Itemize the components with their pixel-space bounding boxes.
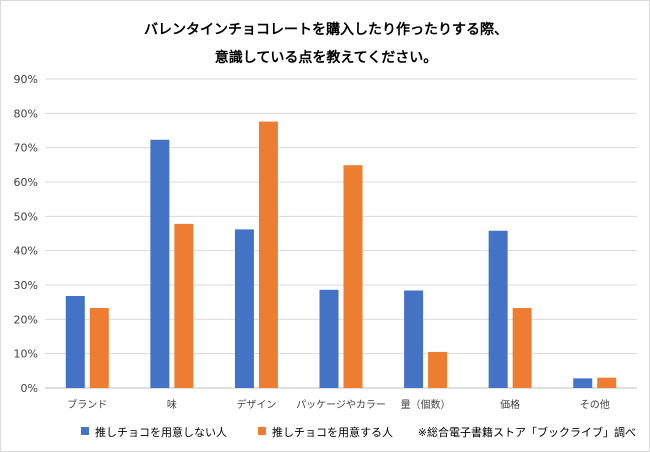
y-tick-label: 80% xyxy=(14,107,38,120)
bar-oshi-4 xyxy=(428,351,448,388)
gridlines xyxy=(45,78,637,389)
x-category-label: デザイン xyxy=(236,398,276,411)
bar-oshi-3 xyxy=(343,165,363,388)
bar-no-oshi-5 xyxy=(488,230,508,388)
legend: 推しチョコを用意しない人 推しチョコを用意する人 xyxy=(81,425,393,439)
y-tick-label: 60% xyxy=(14,176,38,189)
y-axis-tick-labels: 0% 10% 20% 30% 40% 50% 60% 70% 80% 90% xyxy=(14,73,38,395)
chart-title-line-2: 意識している点を教えてください。 xyxy=(215,49,437,66)
bars xyxy=(65,121,617,388)
y-tick-label: 70% xyxy=(14,142,38,155)
chart-title-line-1: バレンタインチョコレートを購入したり作ったりする際、 xyxy=(144,21,508,38)
x-category-label: その他 xyxy=(580,398,610,411)
bar-no-oshi-1 xyxy=(150,139,170,388)
legend-swatch-series-2 xyxy=(258,427,266,435)
y-tick-label: 10% xyxy=(14,348,38,361)
x-category-label: 量（個数） xyxy=(401,398,451,411)
bar-no-oshi-0 xyxy=(65,295,85,388)
legend-label-series-2: 推しチョコを用意する人 xyxy=(272,425,393,439)
y-tick-label: 20% xyxy=(14,313,38,326)
legend-swatch-series-1 xyxy=(81,427,89,435)
x-category-label: ブランド xyxy=(67,398,107,411)
bar-oshi-6 xyxy=(597,377,617,388)
bar-no-oshi-2 xyxy=(234,229,254,388)
source-note: ※総合電子書籍ストア「ブックライブ」調べ xyxy=(418,425,636,439)
x-axis-category-labels: ブランド 味 デザイン パッケージやカラー 量（個数） 価格 その他 xyxy=(67,398,609,411)
bar-no-oshi-3 xyxy=(319,289,339,388)
bar-oshi-5 xyxy=(512,308,532,388)
x-category-label: パッケージやカラー xyxy=(296,399,386,411)
y-tick-label: 50% xyxy=(14,210,38,223)
x-category-label: 味 xyxy=(167,399,177,411)
bar-no-oshi-4 xyxy=(404,290,424,388)
y-tick-label: 0% xyxy=(21,382,38,395)
bar-no-oshi-6 xyxy=(573,378,593,388)
legend-label-series-1: 推しチョコを用意しない人 xyxy=(95,425,227,439)
bar-oshi-0 xyxy=(89,308,109,388)
y-tick-label: 40% xyxy=(14,245,38,258)
x-category-label: 価格 xyxy=(500,398,520,411)
y-tick-label: 30% xyxy=(14,279,38,292)
y-tick-label: 90% xyxy=(14,73,38,86)
bar-oshi-2 xyxy=(258,121,278,388)
bar-oshi-1 xyxy=(174,223,194,388)
